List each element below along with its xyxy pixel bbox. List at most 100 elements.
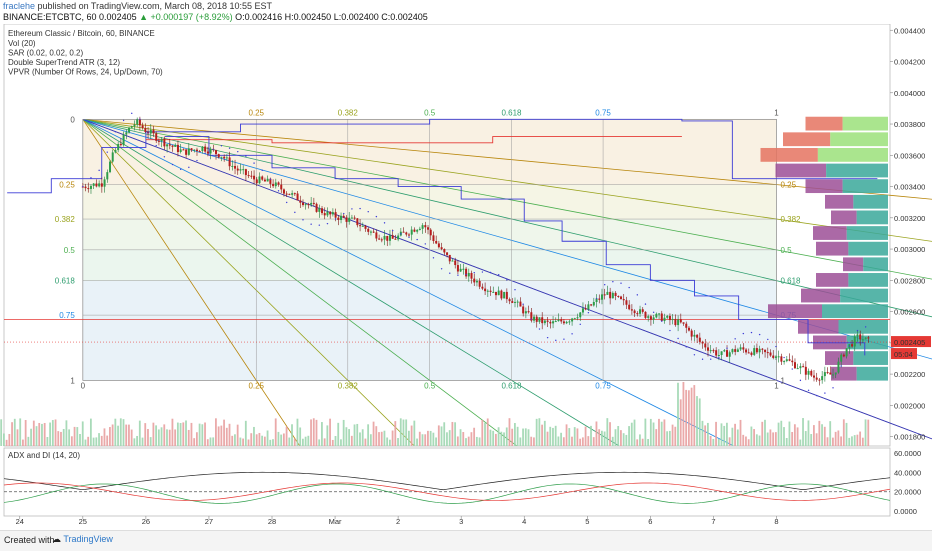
volume-bar <box>331 439 334 446</box>
volume-bar <box>323 438 326 446</box>
volume-bar <box>109 427 111 446</box>
volume-bar <box>728 437 731 446</box>
candle-body <box>813 375 816 378</box>
price-chart[interactable]: 0.25 0.382 0.5 0.618 0.75 10 0.25 0.382 0.5 0.618… <box>0 24 932 530</box>
volume-bar <box>22 439 24 446</box>
volume-bar <box>24 419 27 446</box>
adx-series-line <box>3 482 891 501</box>
volume-bar <box>508 418 511 446</box>
volume-bar <box>788 421 791 446</box>
candle-body <box>584 308 587 310</box>
candle-body <box>753 348 756 355</box>
volume-bar <box>65 420 68 446</box>
fib-bottom-label: 0.75 <box>595 381 611 390</box>
sar-dot <box>269 178 272 180</box>
candle-body <box>334 212 337 218</box>
sar-dot <box>555 339 557 342</box>
candle-body <box>312 202 315 204</box>
candle-body <box>810 370 813 376</box>
candle-body <box>87 188 90 190</box>
author-link[interactable]: fraclehe <box>3 1 36 11</box>
volume-bar <box>486 418 489 446</box>
adx-title: ADX and DI (14, 20) <box>8 451 80 460</box>
chart-header: fraclehe published on TradingView.com, M… <box>0 0 932 24</box>
candle-body <box>497 290 500 296</box>
candle-body <box>837 361 840 373</box>
volume-bar <box>633 419 636 446</box>
volume-bar <box>658 418 660 446</box>
candle-body <box>609 291 612 299</box>
volume-bar <box>687 390 690 446</box>
y-tick-label: 0.002000 <box>894 401 925 410</box>
volume-bar <box>519 437 522 446</box>
volume-bar <box>560 432 563 446</box>
volume-bar <box>761 421 764 446</box>
candle-body <box>195 149 198 151</box>
supertrend-red <box>145 136 682 144</box>
candle-body <box>674 318 677 326</box>
volume-bar <box>701 420 704 446</box>
volume-bar <box>818 420 821 446</box>
volume-bar <box>263 436 266 446</box>
volume-bar <box>168 429 171 446</box>
volume-bar <box>745 436 747 446</box>
candle-body <box>516 301 519 303</box>
volume-bar <box>715 421 717 446</box>
candle-body <box>182 149 185 151</box>
volume-bar <box>98 433 100 446</box>
candle-body <box>696 334 699 338</box>
volume-bar <box>527 429 530 446</box>
y-tick-label: 0.003800 <box>894 120 925 129</box>
volume-bar <box>826 437 829 446</box>
candle-body <box>329 211 332 215</box>
volume-bar <box>304 436 307 446</box>
candle-body <box>456 265 459 272</box>
vpvr-up-bar <box>817 147 888 162</box>
fib-top-label: 0.382 <box>338 108 359 117</box>
candle-body <box>353 217 356 219</box>
sar-dot <box>506 279 508 281</box>
brand-name: TradingView <box>63 534 113 544</box>
volume-bar <box>38 422 41 446</box>
volume-bar <box>250 433 253 446</box>
fib-right-label: 1 <box>780 376 785 385</box>
fib-left-label: 0.5 <box>64 246 76 255</box>
candle-body <box>774 356 777 358</box>
volume-bar <box>663 419 666 446</box>
volume-bar <box>16 429 19 446</box>
tradingview-logo[interactable]: ☁ TradingView <box>52 534 113 544</box>
volume-bar <box>723 425 726 446</box>
candle-body <box>769 352 772 356</box>
candle-body <box>658 313 661 315</box>
candle-body <box>372 231 375 233</box>
sar-dot <box>636 294 639 296</box>
volume-bar <box>861 437 864 446</box>
candle-body <box>859 334 862 340</box>
candles <box>81 116 870 386</box>
volume-bar <box>46 437 49 446</box>
volume-bar <box>783 427 785 446</box>
candle-body <box>340 215 343 220</box>
volume-bar <box>739 419 742 446</box>
sar-dot <box>767 338 769 341</box>
candle-body <box>788 359 791 361</box>
volume-bar <box>750 426 753 446</box>
volume-bar <box>416 438 418 446</box>
vpvr-up-bar <box>863 257 888 272</box>
vpvr-up-bar <box>853 194 888 209</box>
sar-dot <box>449 272 451 274</box>
sar-dot <box>514 289 516 291</box>
volume-bar <box>130 429 133 446</box>
candle-body <box>95 183 98 187</box>
candle-body <box>280 184 283 190</box>
sar-dot <box>212 148 214 151</box>
sar-dot <box>742 332 745 335</box>
candle-body <box>410 229 413 235</box>
candle-body <box>693 334 696 337</box>
candle-body <box>829 372 832 375</box>
volume-bar <box>780 420 783 446</box>
candle-body <box>571 318 574 322</box>
fib-fan-ray <box>82 118 932 360</box>
volume-bar <box>114 418 117 446</box>
volume-bar <box>89 418 92 446</box>
